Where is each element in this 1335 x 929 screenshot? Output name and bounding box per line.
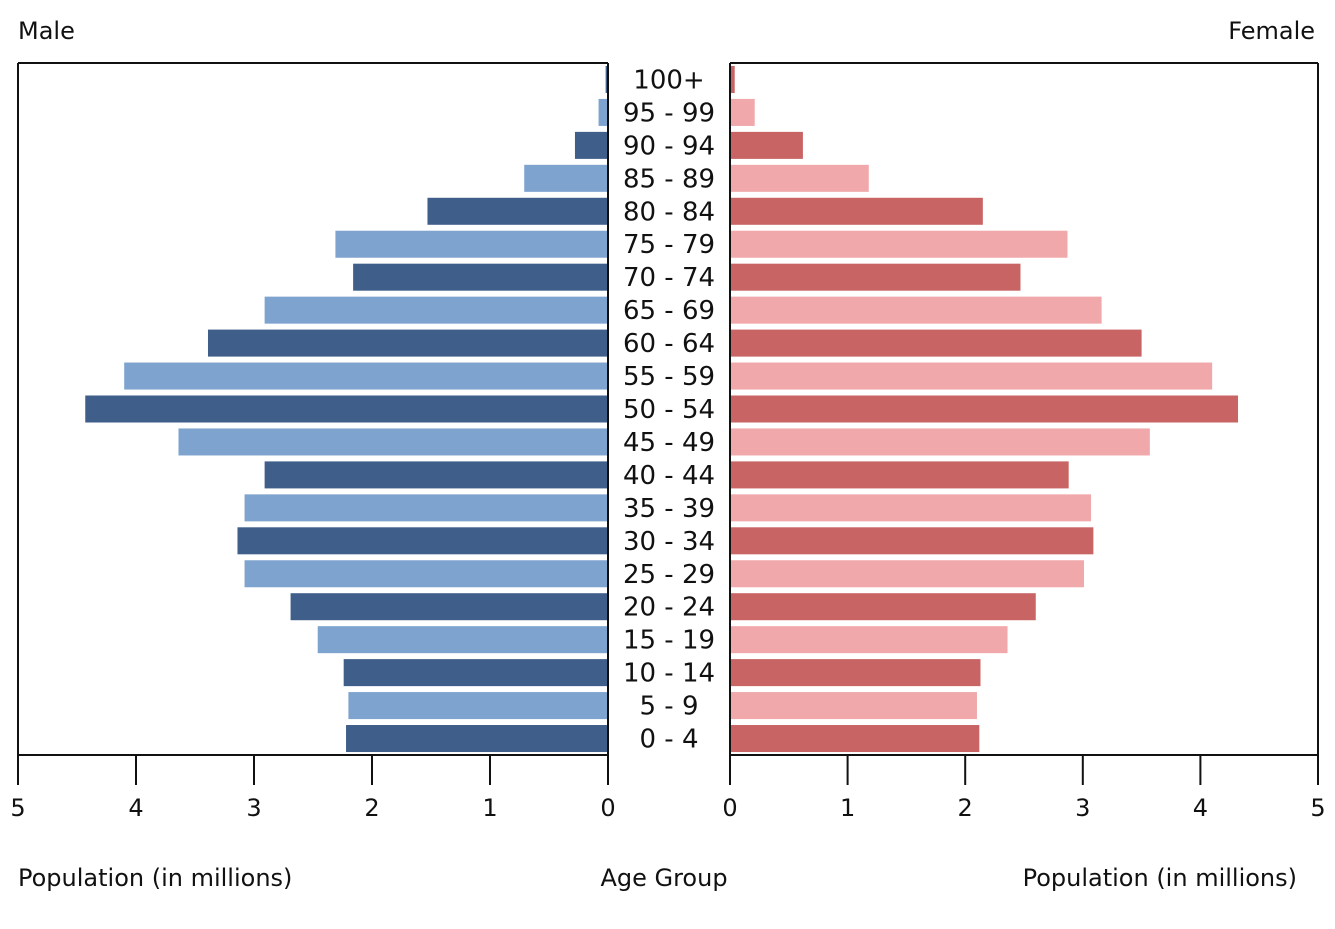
male-title: Male (18, 17, 75, 45)
male-bar-35-39 (244, 494, 608, 522)
male-bar-0-4 (346, 725, 608, 753)
right-tick-label: 3 (1075, 794, 1090, 822)
female-bar-20-24 (730, 593, 1036, 621)
male-bar-10-14 (343, 659, 608, 687)
female-bar-45-49 (730, 428, 1150, 456)
right-tick-label: 1 (840, 794, 855, 822)
female-bar-40-44 (730, 461, 1069, 489)
age-group-label: 70 - 74 (623, 263, 715, 293)
age-group-label: 75 - 79 (623, 230, 715, 260)
female-bar-15-19 (730, 626, 1008, 654)
female-bar-0-4 (730, 725, 980, 753)
female-bar-50-54 (730, 395, 1239, 423)
female-bar-25-29 (730, 560, 1084, 588)
age-group-label: 40 - 44 (623, 461, 715, 491)
left-tick-label: 2 (364, 794, 379, 822)
male-bar-70-74 (353, 263, 608, 291)
age-group-label: 15 - 19 (623, 626, 715, 656)
female-bar-70-74 (730, 263, 1021, 291)
female-bar-60-64 (730, 329, 1142, 357)
male-bar-55-59 (124, 362, 608, 390)
female-bar-85-89 (730, 164, 869, 192)
female-bar-30-34 (730, 527, 1094, 555)
male-bar-15-19 (317, 626, 608, 654)
age-group-label: 35 - 39 (623, 494, 715, 524)
right-tick-label: 5 (1310, 794, 1325, 822)
male-bar-25-29 (244, 560, 608, 588)
left-tick-label: 5 (10, 794, 25, 822)
male-bar-80-84 (427, 197, 608, 225)
age-group-label: 5 - 9 (640, 692, 699, 722)
female-bar-95-99 (730, 98, 755, 126)
male-bar-90-94 (574, 131, 608, 159)
age-group-label: 55 - 59 (623, 362, 715, 392)
x-axis-label-right: Population (in millions) (1023, 864, 1297, 892)
female-bar-10-14 (730, 659, 981, 687)
age-group-label: 95 - 99 (623, 98, 715, 128)
male-bar-50-54 (85, 395, 608, 423)
male-bar-40-44 (264, 461, 608, 489)
age-group-label: 30 - 34 (623, 527, 715, 557)
left-tick-label: 0 (600, 794, 615, 822)
female-bar-75-79 (730, 230, 1068, 258)
female-bar-35-39 (730, 494, 1092, 522)
male-bar-45-49 (178, 428, 609, 456)
female-bar-100+ (730, 65, 735, 93)
age-group-label: 60 - 64 (623, 329, 715, 359)
male-bar-30-34 (237, 527, 609, 555)
male-bar-5-9 (348, 692, 608, 720)
age-group-label: 10 - 14 (623, 659, 715, 689)
right-tick-label: 4 (1193, 794, 1208, 822)
age-group-label: 20 - 24 (623, 593, 715, 623)
age-group-label: 25 - 29 (623, 560, 715, 590)
age-group-label: 90 - 94 (623, 131, 715, 161)
female-bar-90-94 (730, 131, 803, 159)
x-axis-label-left: Population (in millions) (18, 864, 292, 892)
female-title: Female (1228, 17, 1315, 45)
male-bar-85-89 (524, 164, 608, 192)
male-bar-20-24 (290, 593, 608, 621)
right-tick-label: 0 (722, 794, 737, 822)
male-bar-65-69 (264, 296, 608, 324)
male-bar-95-99 (598, 98, 608, 126)
age-group-label: 80 - 84 (623, 197, 715, 227)
age-group-label: 50 - 54 (623, 395, 715, 425)
right-tick-label: 2 (958, 794, 973, 822)
age-group-label: 85 - 89 (623, 164, 715, 194)
female-bar-55-59 (730, 362, 1213, 390)
male-bar-100+ (605, 65, 608, 93)
age-group-label: 100+ (633, 65, 704, 95)
age-group-label: 65 - 69 (623, 296, 715, 326)
female-bar-65-69 (730, 296, 1102, 324)
left-tick-label: 1 (482, 794, 497, 822)
male-bar-60-64 (207, 329, 609, 357)
left-tick-label: 4 (128, 794, 143, 822)
age-group-label: 45 - 49 (623, 428, 715, 458)
male-bar-75-79 (335, 230, 608, 258)
female-bar-5-9 (730, 692, 977, 720)
age-group-label: 0 - 4 (640, 725, 699, 755)
left-tick-label: 3 (246, 794, 261, 822)
female-bar-80-84 (730, 197, 983, 225)
x-axis-label-center: Age Group (600, 864, 727, 892)
